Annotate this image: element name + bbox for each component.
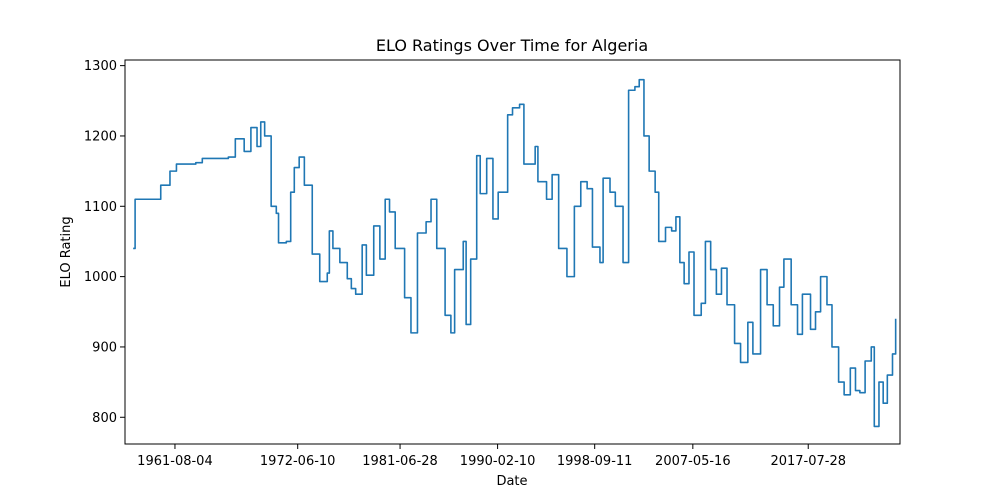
x-tick-label: 1972-06-10 (260, 454, 336, 469)
x-tick-label: 1990-02-10 (460, 454, 536, 469)
plot-area (125, 60, 900, 444)
x-tick-label: 2017-07-28 (770, 454, 846, 469)
y-axis-label: ELO Rating (59, 216, 74, 287)
series-line-0 (133, 78, 897, 428)
x-tick-label: 2007-05-16 (655, 454, 731, 469)
y-tick-label: 900 (92, 340, 117, 355)
y-axis: 800 900 1000 1100 1200 1300 (84, 59, 125, 426)
x-tick-label: 1998-09-11 (557, 454, 633, 469)
y-tick-label: 800 (92, 411, 117, 426)
y-tick-label: 1300 (84, 59, 117, 74)
y-tick-label: 1100 (84, 200, 117, 215)
x-tick-label: 1961-08-04 (137, 454, 213, 469)
series-layer (133, 78, 897, 428)
x-tick-label: 1981-06-28 (362, 454, 438, 469)
plot-frame (124, 59, 901, 445)
y-tick-label: 1000 (84, 270, 117, 285)
x-axis: 1961-08-04 1972-06-10 1981-06-28 1990-02-10… (137, 444, 846, 469)
chart-title: ELO Ratings Over Time for Algeria (376, 36, 648, 55)
y-tick-label: 1200 (84, 129, 117, 144)
x-axis-label: Date (496, 474, 527, 489)
